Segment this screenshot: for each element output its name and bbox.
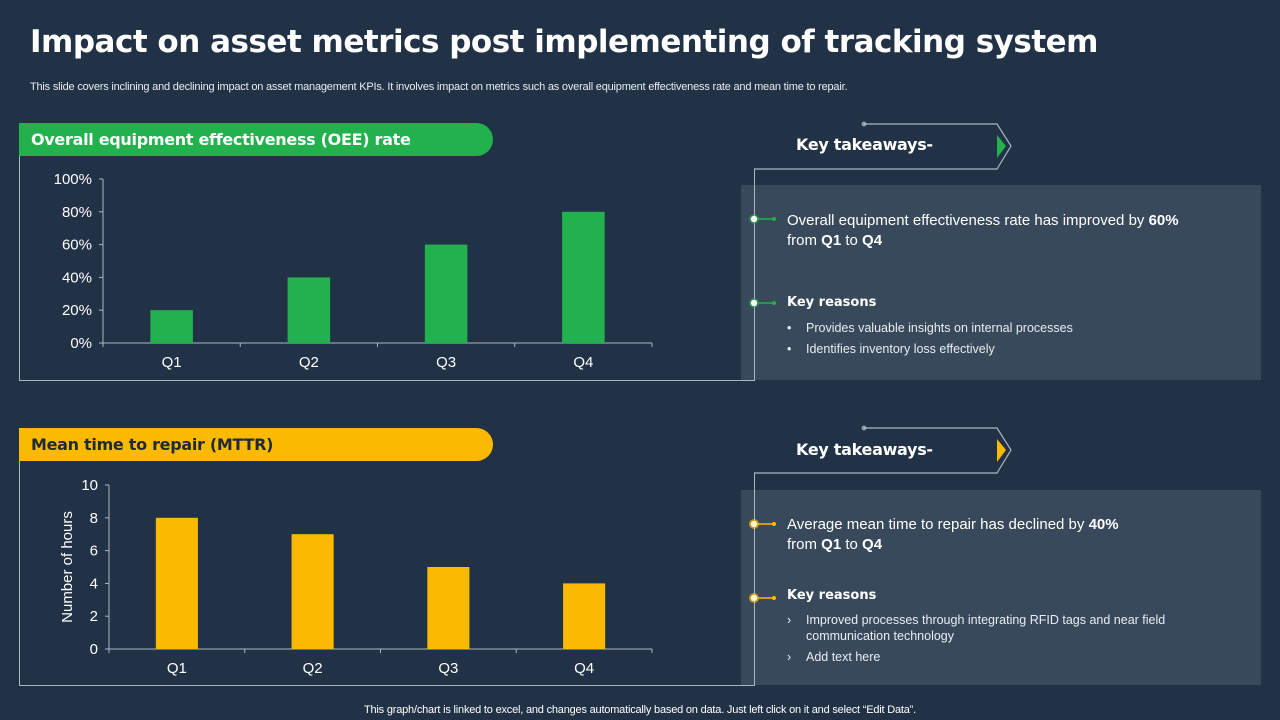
list-item: › Improved processes through integrating … [787, 613, 1166, 643]
mttr-play-arrow-icon [997, 439, 1006, 462]
mttr-bar-q2 [291, 534, 334, 649]
oee-y-tick-label: 80% [62, 204, 92, 221]
mttr-y-tick-label: 10 [81, 477, 98, 494]
mttr-y-axis-title: Number of hours [59, 511, 76, 623]
oee-reasons-title: Key reasons [787, 295, 877, 310]
oee-play-arrow-icon [997, 135, 1006, 158]
bullet-dot-icon: • [787, 321, 792, 335]
mttr-takeaways-header-shape [754, 425, 1012, 474]
oee-bar-q4 [562, 211, 605, 343]
mttr-reasons-marker-icon [749, 593, 776, 603]
chevron-right-icon: › [787, 613, 792, 627]
mttr-bar-q1 [155, 517, 198, 649]
oee-frame-connector [754, 169, 755, 381]
mttr-takeaway-point: Average mean time to repair has declined… [787, 516, 1119, 553]
oee-x-tick-label: Q1 [162, 354, 182, 371]
page-subtitle: This slide covers inclining and declinin… [30, 81, 848, 93]
oee-x-tick-label: Q4 [573, 354, 593, 371]
mttr-y-tick-label: 4 [90, 575, 98, 592]
oee-point-marker-icon [749, 214, 776, 224]
mttr-frame-bottom [19, 685, 755, 686]
mttr-frame-connector [754, 473, 755, 686]
mttr-reasons-title: Key reasons [787, 588, 877, 603]
oee-takeaways-panel [741, 185, 1261, 380]
bullet-dot-icon: • [787, 342, 792, 356]
oee-reasons-list: • Provides valuable insights on internal … [787, 320, 1207, 362]
mttr-bar-chart: 0 2 4 6 8 10 Q1 Q2 Q3 Q4 Number of hours [59, 477, 653, 677]
mttr-bar-q3 [427, 567, 470, 649]
mttr-x-tick-label: Q4 [574, 660, 594, 677]
list-item: • Identifies inventory loss effectively [787, 342, 995, 356]
mttr-y-tick-label: 2 [90, 608, 98, 625]
oee-reasons-marker-icon [749, 298, 776, 308]
list-item: › Add text here [787, 650, 881, 664]
oee-section-banner: Overall equipment effectiveness (OEE) ra… [19, 123, 493, 156]
mttr-point-marker-icon [749, 519, 776, 529]
mttr-y-tick-label: 8 [90, 510, 98, 527]
mttr-y-tick-label: 0 [90, 641, 98, 658]
mttr-takeaways-panel [741, 490, 1261, 685]
oee-frame-bottom [19, 380, 755, 381]
footer-note: This graph/chart is linked to excel, and… [364, 704, 916, 716]
mttr-takeaways-title: Key takeaways- [796, 440, 933, 459]
oee-y-tick-label: 0% [70, 335, 92, 352]
mttr-x-tick-label: Q2 [303, 660, 323, 677]
mttr-frame-left [19, 461, 20, 686]
oee-y-tick-label: 40% [62, 269, 92, 286]
chevron-right-icon: › [787, 650, 792, 664]
oee-y-tick-label: 20% [62, 302, 92, 319]
list-item: • Provides valuable insights on internal … [787, 321, 1073, 335]
oee-bar-q3 [424, 244, 468, 343]
oee-y-tick-label: 60% [62, 237, 92, 254]
page-title: Impact on asset metrics post implementin… [30, 24, 1098, 60]
oee-frame-left [19, 156, 20, 381]
mttr-x-tick-label: Q1 [167, 660, 187, 677]
mttr-bar-q4 [563, 583, 606, 649]
oee-bar-chart: 0% 20% 40% 60% 80% 100% Q1 Q2 Q3 Q4 [54, 171, 653, 371]
oee-bar-q1 [150, 310, 193, 343]
mttr-y-tick-label: 6 [90, 543, 98, 560]
mttr-x-tick-label: Q3 [438, 660, 458, 677]
oee-x-tick-label: Q2 [299, 354, 319, 371]
oee-takeaways-header-shape [754, 121, 1012, 170]
mttr-section-banner: Mean time to repair (MTTR) [19, 428, 493, 461]
oee-bar-q2 [287, 277, 331, 343]
oee-x-tick-label: Q3 [436, 354, 456, 371]
oee-takeaways-title: Key takeaways- [796, 135, 933, 154]
oee-y-tick-label: 100% [54, 171, 92, 188]
mttr-reasons-list: › Improved processes through integrating … [787, 612, 1207, 670]
oee-takeaway-point: Overall equipment effectiveness rate has… [787, 212, 1179, 249]
